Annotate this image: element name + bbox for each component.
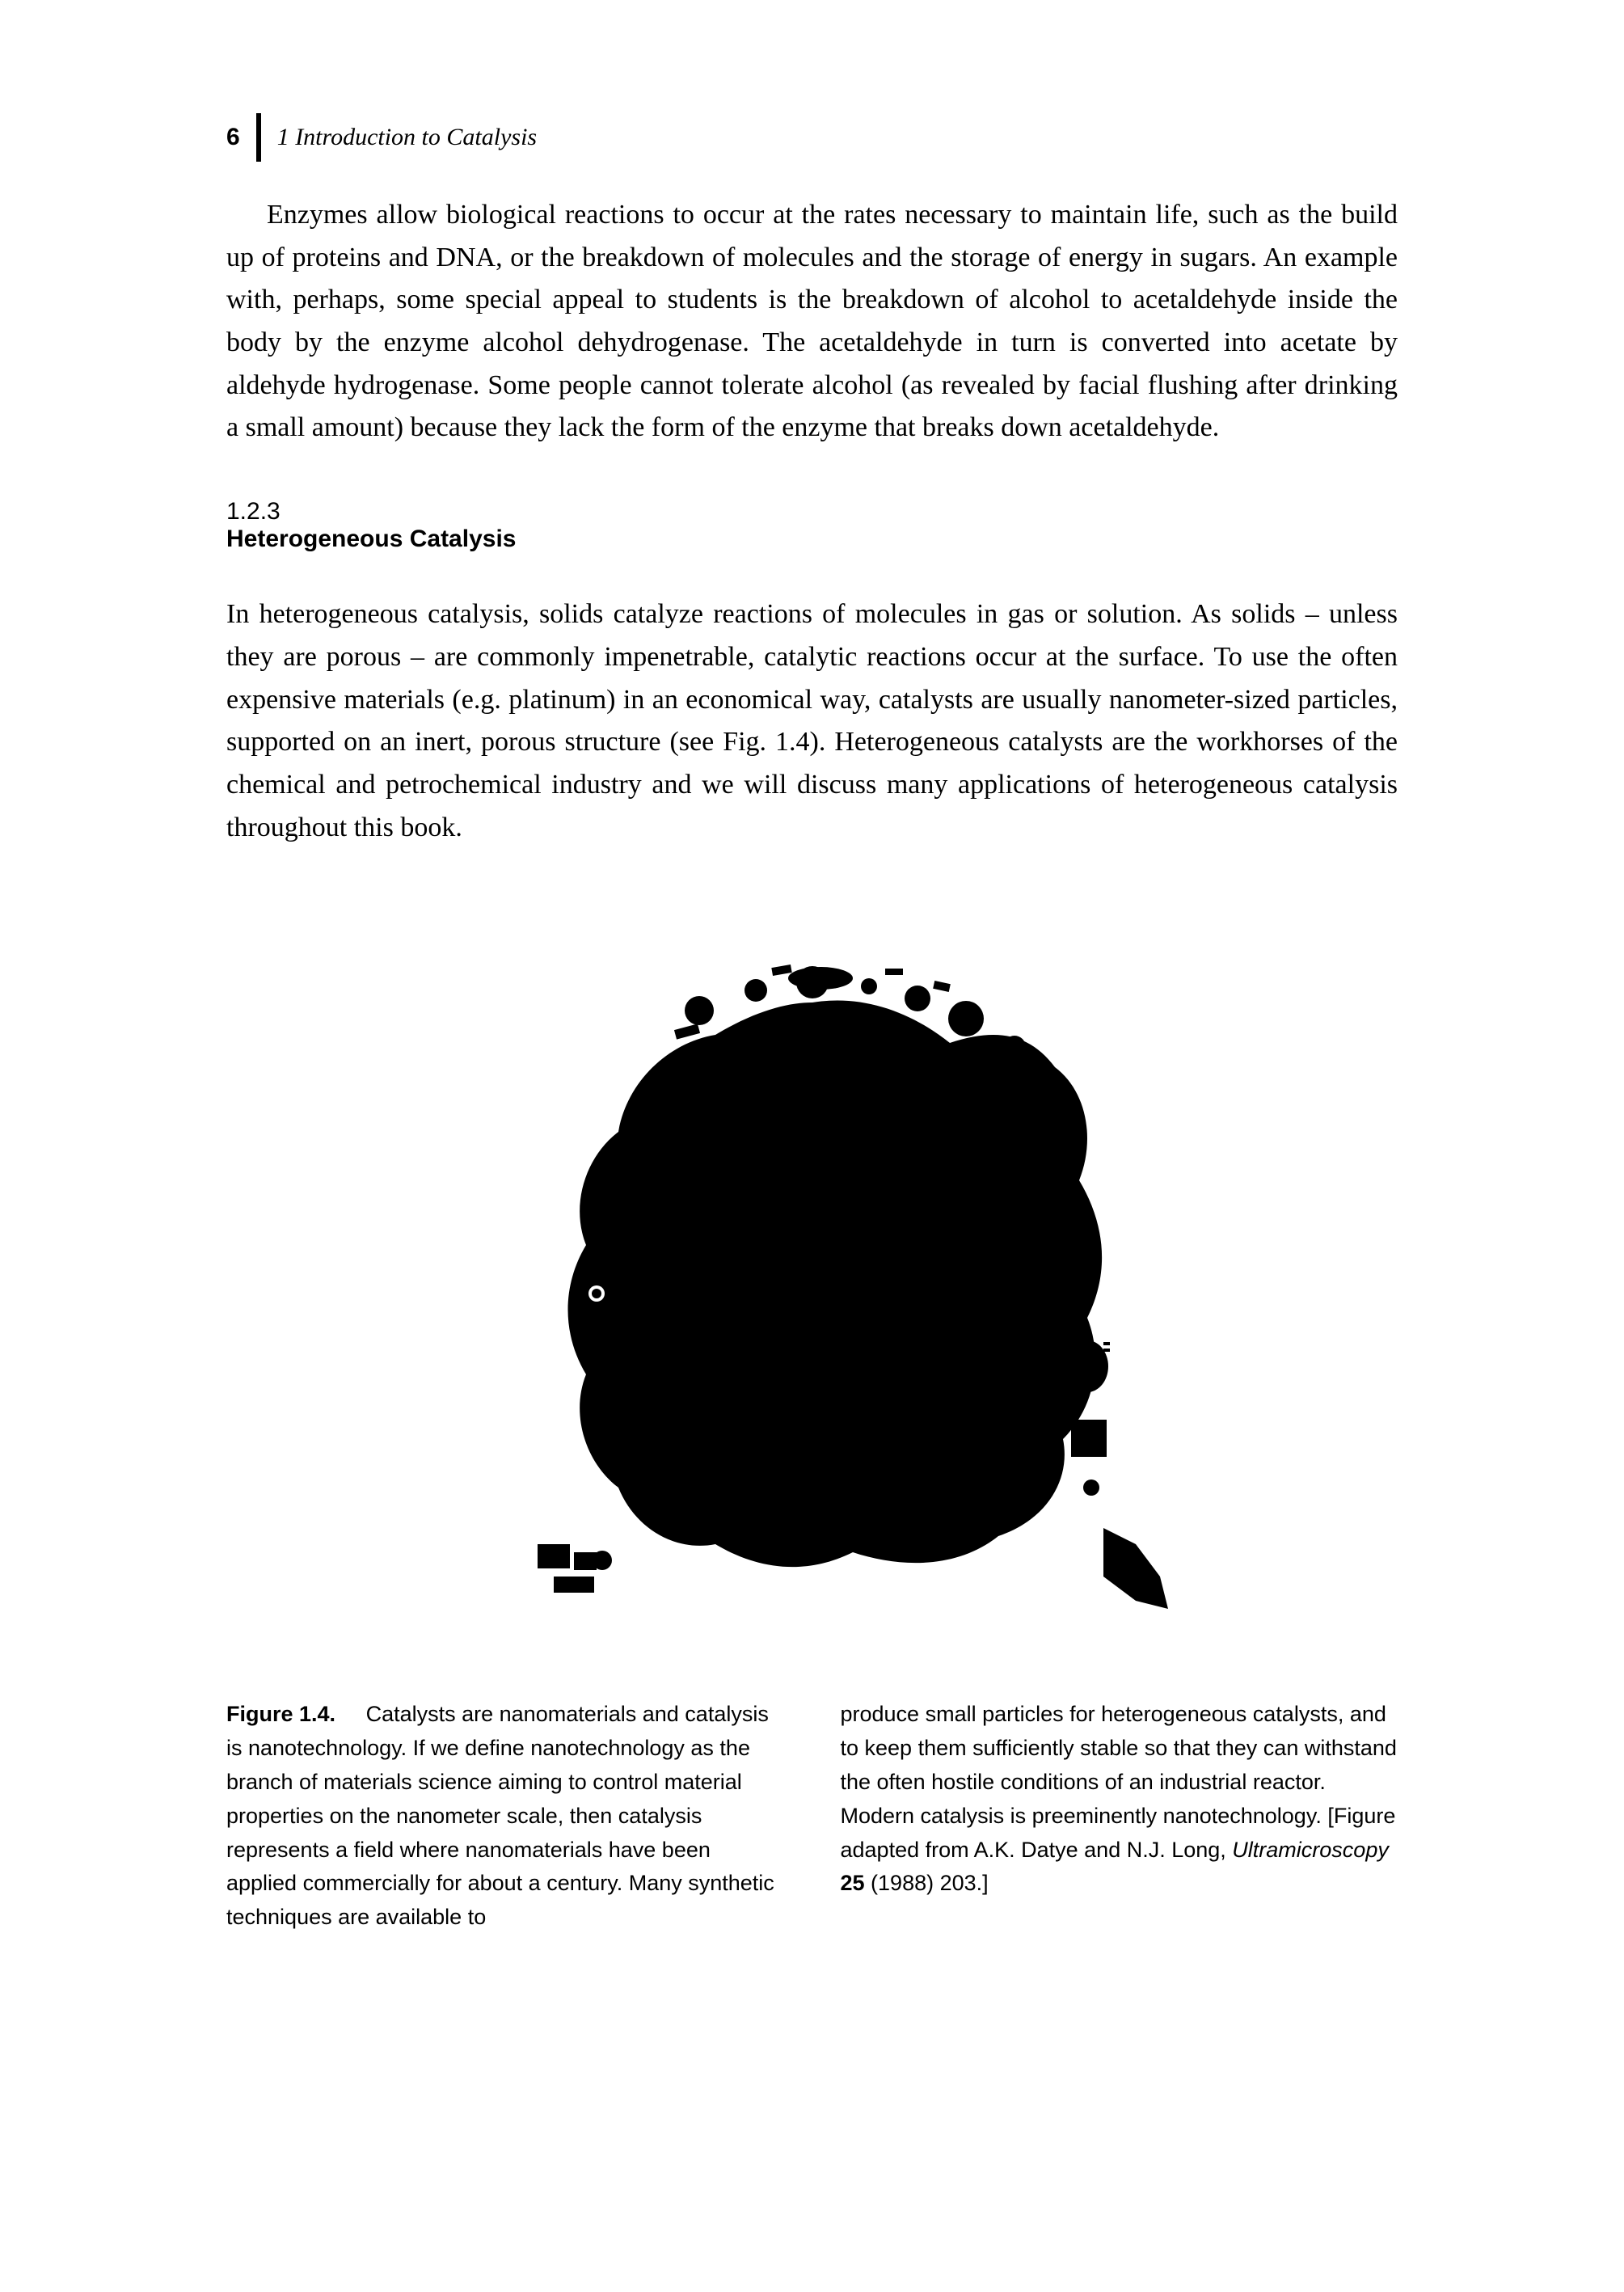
caption-volume: 25 xyxy=(841,1871,865,1895)
figure-caption: Figure 1.4. Catalysts are nanomaterials … xyxy=(226,1698,1398,1935)
catalyst-micrograph xyxy=(432,905,1192,1665)
caption-col-right: produce small particles for heterogeneou… xyxy=(841,1698,1398,1935)
paragraph-heterogeneous: In heterogeneous catalysis, solids catal… xyxy=(226,593,1398,849)
section-title: Heterogeneous Catalysis xyxy=(226,526,1398,553)
caption-text-left: Catalysts are nanomaterials and catalysi… xyxy=(226,1702,774,1929)
caption-journal: Ultramicroscopy xyxy=(1232,1838,1389,1862)
figure-label: Figure 1.4. xyxy=(226,1702,335,1726)
page-header: 6 1 Introduction to Catalysis xyxy=(226,113,1398,162)
page-content: 6 1 Introduction to Catalysis Enzymes al… xyxy=(0,0,1624,2096)
figure-1-4 xyxy=(226,905,1398,1665)
caption-text-right-post: (1988) 203.] xyxy=(865,1871,989,1895)
section-number: 1.2.3 xyxy=(226,498,1398,526)
header-rule xyxy=(256,113,261,162)
caption-col-left: Figure 1.4. Catalysts are nanomaterials … xyxy=(226,1698,784,1935)
paragraph-enzymes: Enzymes allow biological reactions to oc… xyxy=(226,194,1398,450)
page-number: 6 xyxy=(226,124,240,151)
running-head: 1 Introduction to Catalysis xyxy=(277,124,537,151)
